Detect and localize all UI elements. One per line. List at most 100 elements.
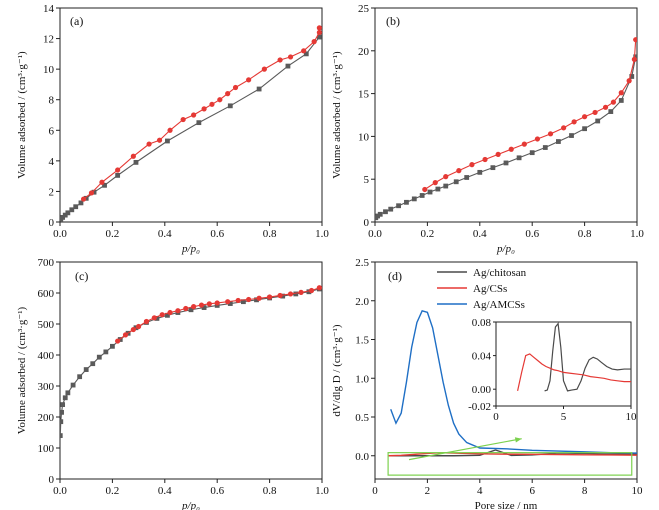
data-point-square xyxy=(556,139,561,144)
x-tick-label: 10 xyxy=(632,485,644,497)
x-tick-label: 6 xyxy=(529,485,535,497)
plot-frame xyxy=(374,261,638,480)
data-point-circle xyxy=(167,309,173,316)
legend-label: Ag/chitosan xyxy=(473,267,527,279)
y-axis-label: Volume adsorbed / (cm³·g⁻¹) xyxy=(331,51,343,179)
inset-x-tick-label: 10 xyxy=(626,411,638,423)
data-point-square xyxy=(227,103,233,109)
data-point-circle xyxy=(167,127,173,133)
data-point-circle xyxy=(277,57,283,63)
y-tick-label: 4 xyxy=(49,156,55,168)
series-line-1 xyxy=(60,36,320,220)
data-point-circle xyxy=(456,168,462,174)
data-point-circle xyxy=(301,48,307,54)
y-tick-label: 20 xyxy=(358,46,370,58)
x-tick-label: 0.2 xyxy=(106,485,120,497)
data-point-circle xyxy=(561,125,567,131)
x-tick-label: 0.0 xyxy=(368,228,382,240)
data-point-square xyxy=(227,301,233,306)
data-point-circle xyxy=(311,39,317,45)
x-tick-label: 0.2 xyxy=(421,228,435,240)
data-point-circle xyxy=(180,116,186,123)
y-tick-label: 0 xyxy=(364,217,370,229)
data-point-circle xyxy=(183,305,189,312)
data-point-square xyxy=(377,211,383,217)
data-point-circle xyxy=(316,285,322,291)
data-point-square xyxy=(103,349,109,355)
data-point-square xyxy=(285,63,291,69)
data-point-square xyxy=(383,209,388,215)
inset-series-line-1 xyxy=(544,322,631,392)
data-point-square xyxy=(60,402,66,407)
x-tick-label: 0.4 xyxy=(158,485,172,497)
data-point-circle xyxy=(115,167,121,173)
x-tick-label: 0 xyxy=(372,485,378,497)
data-point-circle xyxy=(232,84,239,91)
inset-plot-area xyxy=(517,322,631,392)
inset-y-tick-label: 0.08 xyxy=(472,317,492,329)
y-tick-label: 15 xyxy=(358,89,370,101)
y-tick-label: 6 xyxy=(49,125,55,137)
plot-frame xyxy=(374,7,638,223)
data-point-circle xyxy=(217,97,223,103)
data-point-circle xyxy=(198,302,205,308)
data-point-square xyxy=(165,138,170,144)
data-point-square xyxy=(608,109,614,114)
y-tick-label: 0.0 xyxy=(355,451,369,463)
data-point-circle xyxy=(571,119,577,125)
data-point-square xyxy=(60,409,64,415)
y-tick-label: 10 xyxy=(43,64,55,76)
y-tick-label: 2.0 xyxy=(355,296,369,308)
data-point-circle xyxy=(159,312,165,318)
y-tick-label: 1.0 xyxy=(355,373,369,385)
legend-label: Ag/CSs xyxy=(473,283,507,295)
x-tick-label: 0.6 xyxy=(210,228,224,240)
x-tick-label: 0.8 xyxy=(263,228,277,240)
data-point-square xyxy=(165,312,170,318)
data-point-square xyxy=(133,159,139,165)
data-point-square xyxy=(490,165,496,171)
x-tick-label: 1.0 xyxy=(315,228,329,240)
panel-letter: (b) xyxy=(386,14,400,28)
y-axis-label: dV/dlg D / (cm³·g⁻¹) xyxy=(331,324,343,416)
data-point-circle xyxy=(618,90,624,96)
data-point-circle xyxy=(592,109,598,116)
data-point-circle xyxy=(261,66,267,72)
inset-y-tick-label: 0.00 xyxy=(472,384,492,396)
data-point-square xyxy=(188,307,194,313)
series-line-3 xyxy=(390,309,637,454)
data-point-square xyxy=(516,155,522,161)
data-point-circle xyxy=(206,301,212,307)
data-point-circle xyxy=(287,54,294,60)
data-point-circle xyxy=(432,180,438,186)
data-point-square xyxy=(629,74,635,79)
data-point-circle xyxy=(191,304,197,310)
data-point-square xyxy=(411,196,417,202)
zoom-arrow-head xyxy=(514,437,522,443)
data-point-square xyxy=(60,215,66,220)
data-point-square xyxy=(69,207,75,213)
panel-4: 0 2 4 6 8 10 0.0 0.5 1.0 1.5 2.0 2.5 Pore size / nm d… xyxy=(331,257,643,510)
data-point-circle xyxy=(191,112,197,118)
plot-frame xyxy=(59,7,323,223)
y-tick-label: 600 xyxy=(38,288,55,300)
series-line-2 xyxy=(388,451,637,457)
data-point-square xyxy=(396,203,401,209)
data-point-circle xyxy=(209,101,215,107)
y-tick-label: 0 xyxy=(49,474,55,486)
y-tick-label: 8 xyxy=(49,95,55,107)
y-tick-label: 12 xyxy=(43,34,54,46)
x-tick-label: 0.0 xyxy=(53,485,67,497)
panel-letter: (c) xyxy=(75,269,88,283)
x-tick-label: 0.6 xyxy=(210,485,224,497)
data-point-circle xyxy=(469,162,475,168)
data-point-square xyxy=(595,118,601,124)
x-tick-label: 0.4 xyxy=(158,228,172,240)
inset-series-line-2 xyxy=(517,353,631,392)
data-point-square xyxy=(78,200,84,206)
x-tick-label: 2 xyxy=(425,485,431,497)
data-point-circle xyxy=(122,332,129,338)
data-point-circle xyxy=(308,287,315,294)
data-point-square xyxy=(65,390,71,396)
data-point-square xyxy=(196,120,202,126)
